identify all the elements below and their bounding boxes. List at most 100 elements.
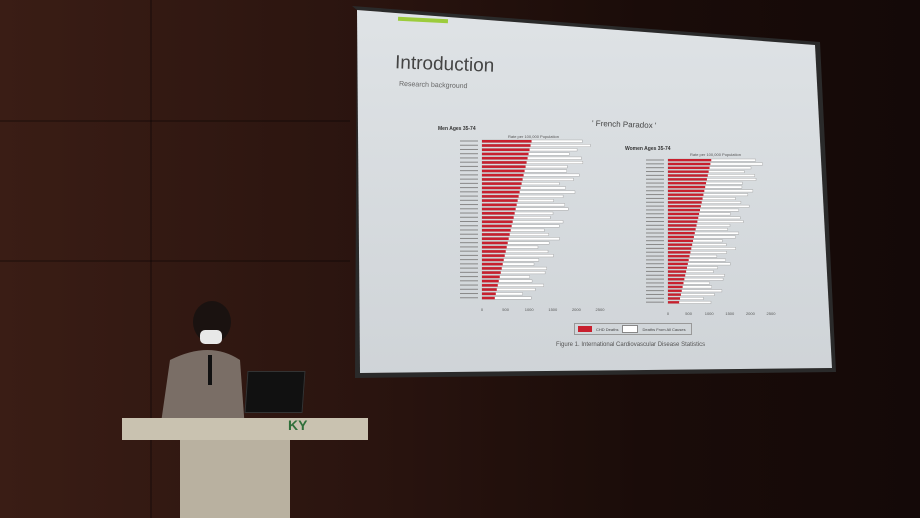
country-label [646, 293, 664, 295]
country-label [460, 271, 478, 273]
women-axis-title: Rate per 100,000 Population [690, 152, 741, 157]
bar-chd [668, 220, 698, 223]
bar-chd [482, 169, 525, 173]
face-mask [200, 330, 222, 344]
country-label [646, 236, 664, 238]
bar-chd [482, 224, 512, 228]
wall-panel-line [150, 0, 152, 518]
bar-chd [668, 216, 699, 219]
axis-tick-label: 2500 [596, 307, 606, 312]
legend-swatch-all [622, 325, 639, 333]
axis-tick-label: 500 [685, 311, 692, 316]
podium-logo: KY [288, 417, 308, 433]
country-label [646, 213, 664, 215]
bar-chd [482, 186, 521, 190]
bar-chd [482, 228, 511, 232]
country-label [646, 278, 664, 280]
bar-chd [482, 165, 526, 168]
wall-panel-line [0, 260, 350, 262]
bar-chd [482, 207, 516, 211]
bar-chd [482, 241, 508, 245]
presenter [160, 301, 245, 430]
country-label [646, 178, 664, 180]
bar-chd [668, 159, 712, 162]
bar-chd [668, 258, 689, 262]
country-label [646, 197, 664, 199]
bar-chd [482, 148, 530, 152]
country-label [460, 153, 478, 155]
laptop [244, 371, 306, 413]
country-label [460, 195, 478, 197]
bar-chd [668, 208, 700, 212]
bar-chd [668, 243, 693, 246]
country-label [460, 229, 478, 231]
axis-tick-label: 2500 [767, 311, 777, 316]
country-label [460, 293, 478, 295]
country-label [460, 182, 478, 184]
bar-chd [482, 195, 519, 198]
country-label [646, 163, 664, 165]
chart-legend: CHD Deaths Deaths From All Causes [574, 323, 692, 335]
country-label [460, 140, 478, 142]
country-label [646, 201, 664, 203]
bar-chd [668, 178, 707, 181]
bar-chd [668, 174, 708, 177]
axis-tick-label: 1000 [705, 311, 715, 316]
bar-chd [482, 267, 502, 270]
bar-chd [482, 140, 532, 143]
country-label [646, 159, 664, 161]
axis-tick-label: 0 [481, 307, 484, 312]
axis-tick-label: 0 [667, 311, 670, 316]
country-label [460, 144, 478, 146]
bar-chd [668, 289, 682, 292]
women-chart-title: Women Ages 35-74 [625, 146, 671, 152]
country-label [460, 259, 478, 261]
country-label [460, 204, 478, 206]
bar-chd [482, 284, 498, 287]
figure-caption: Figure 1. International Cardiovascular D… [556, 342, 706, 348]
country-label [460, 288, 478, 290]
country-label [460, 161, 478, 163]
bar-chd [482, 292, 496, 296]
country-label [646, 220, 664, 222]
country-label [460, 157, 478, 159]
bar-chd [482, 296, 495, 300]
country-label [460, 276, 478, 278]
microphone [208, 355, 212, 385]
bar-chd [482, 258, 504, 262]
bar-chd [668, 205, 701, 208]
women-chart: 0 500 1000 1500 2000 2500 [646, 158, 777, 316]
country-label [646, 267, 664, 269]
bar-chd [668, 285, 683, 289]
country-label [460, 246, 478, 248]
country-label [460, 208, 478, 210]
axis-tick-label: 500 [502, 307, 509, 312]
country-label [646, 270, 664, 272]
country-label [460, 221, 478, 222]
country-label [460, 254, 478, 256]
bar-chd [668, 232, 695, 235]
country-label [646, 217, 664, 219]
country-label [460, 284, 478, 286]
bar-chd [668, 262, 688, 266]
country-label [460, 199, 478, 201]
country-label [646, 251, 664, 253]
country-label [646, 171, 664, 173]
country-label [460, 280, 478, 282]
podium-stand [180, 440, 290, 518]
bar-chd [668, 293, 681, 296]
country-label [460, 263, 478, 265]
axis-tick-label: 2000 [746, 311, 756, 316]
country-label [460, 212, 478, 214]
country-label [460, 191, 478, 193]
axis-tick-label: 2000 [572, 307, 582, 312]
country-label [646, 205, 664, 207]
bar-chd [668, 162, 711, 166]
country-label [460, 148, 478, 150]
bar-chd [482, 233, 510, 236]
bar-chd [482, 250, 506, 253]
bar-chd [668, 197, 703, 200]
bar-chd [482, 212, 515, 215]
bar-chd [668, 270, 687, 273]
country-label [646, 290, 664, 292]
